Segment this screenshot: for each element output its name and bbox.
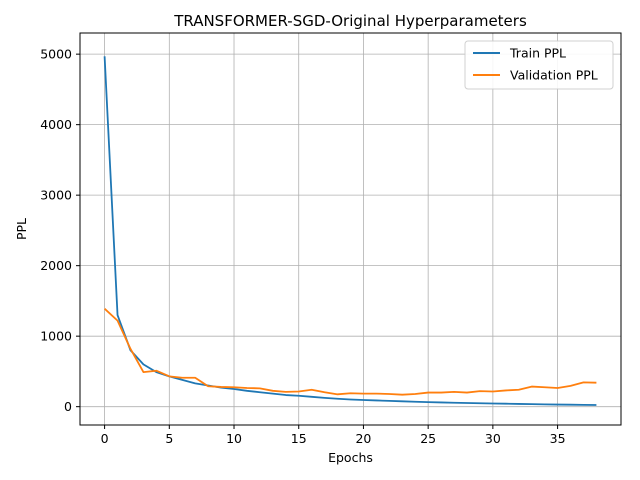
series-line-validation-ppl xyxy=(103,308,597,396)
x-axis-ticks: 0 5 10 15 20 25 30 35 xyxy=(101,425,566,446)
y-tick-label: 1000 xyxy=(40,329,72,344)
x-tick-label: 15 xyxy=(291,431,307,446)
legend-label-validation-ppl: Validation PPL xyxy=(510,68,598,83)
x-tick-label: 20 xyxy=(355,431,371,446)
legend-box xyxy=(464,40,614,90)
y-tick-label: 3000 xyxy=(40,188,72,203)
x-tick-label: 35 xyxy=(550,431,566,446)
x-tick-label: 10 xyxy=(226,431,242,446)
x-tick-label: 5 xyxy=(165,431,173,446)
legend: Train PPL Validation PPL xyxy=(464,40,614,90)
y-tick-label: 0 xyxy=(64,399,72,414)
y-tick-label: 5000 xyxy=(40,47,72,62)
x-tick-label: 25 xyxy=(420,431,436,446)
y-tick-label: 4000 xyxy=(40,117,72,132)
x-axis-label: Epochs xyxy=(328,450,373,465)
grid xyxy=(80,33,621,425)
plot-area xyxy=(79,32,622,426)
x-tick-label: 0 xyxy=(101,431,109,446)
x-tick-label: 30 xyxy=(485,431,501,446)
y-axis-ticks: 0 1000 2000 3000 4000 5000 xyxy=(40,47,80,414)
series-line-train-ppl xyxy=(103,56,597,406)
chart-title: TRANSFORMER-SGD-Original Hyperparameters xyxy=(173,12,527,30)
series-lines xyxy=(103,56,597,406)
y-axis-label: PPL xyxy=(14,218,29,240)
y-tick-label: 2000 xyxy=(40,258,72,273)
legend-label-train-ppl: Train PPL xyxy=(509,46,566,61)
